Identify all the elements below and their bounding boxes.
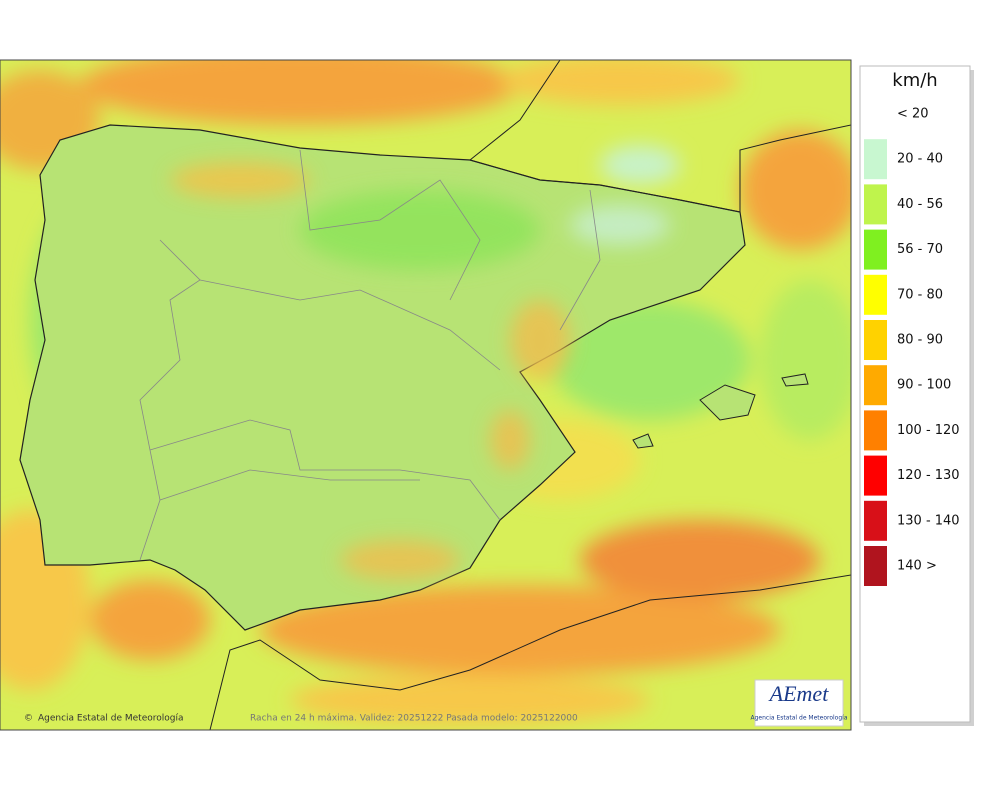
footer: © Agencia Estatal de Meteorología Racha … [24,714,578,724]
legend-swatch [864,410,887,451]
ibiza [632,433,654,449]
legend-label: 80 - 90 [897,333,943,348]
legend-label: < 20 [897,107,929,122]
legend-swatch [864,365,887,406]
france [468,60,851,213]
province-borders [139,149,601,561]
legend-label: 40 - 56 [897,197,943,212]
mallorca [699,384,756,421]
land-field [170,162,670,580]
copyright: © [24,714,33,724]
legend-unit: km/h [892,70,937,91]
legend-label: 56 - 70 [897,242,943,257]
legend-swatch [864,274,887,315]
legend-swatch [864,184,887,225]
map: © Agencia Estatal de Meteorología Racha … [0,60,851,730]
legend-label: 100 - 120 [897,423,960,438]
legend-label: 120 - 130 [897,468,960,483]
legend-label: 70 - 80 [897,287,943,302]
legend-swatch [864,139,887,180]
legend-swatch [864,229,887,270]
legend: km/h < 20 20 - 40 40 - 56 56 - 70 70 - 80 80 … [859,65,974,726]
logo-subtitle: Agencia Estatal de Meteorología [751,715,848,722]
legend-swatch [864,320,887,360]
legend-label: 140 > [897,559,937,574]
africa-coast [209,574,851,730]
legend-swatch [864,546,887,586]
legend-swatch [864,455,887,496]
legend-label: 20 - 40 [897,152,943,167]
legend-label: 130 - 140 [897,513,960,528]
caption: Racha en 24 h máxima. Validez: 20251222 … [250,714,578,724]
logo-name: AEmet [768,681,830,706]
legend-label: 90 - 100 [897,378,951,393]
menorca [781,373,809,387]
map-frame [0,59,852,731]
logo: AEmet Agencia Estatal de Meteorología [751,679,848,727]
credit: Agencia Estatal de Meteorología [38,714,184,724]
legend-swatch [864,500,887,541]
